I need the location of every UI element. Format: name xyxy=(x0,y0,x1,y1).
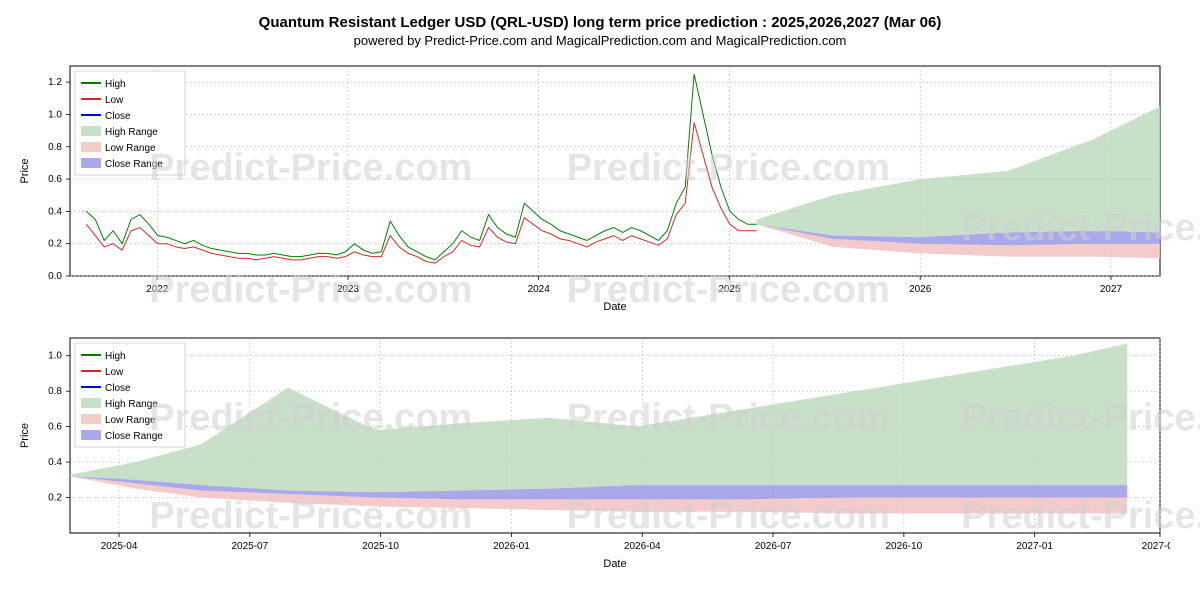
svg-text:2027: 2027 xyxy=(1100,284,1123,295)
svg-text:High: High xyxy=(105,79,126,90)
svg-text:0.2: 0.2 xyxy=(48,493,62,504)
chart-bottom-svg: 0.2 0.4 0.6 0.8 1.0 2025-04 2025-07 2025-10 2026… xyxy=(10,328,1170,573)
svg-text:Price: Price xyxy=(19,423,31,448)
svg-text:Close: Close xyxy=(105,111,131,122)
svg-text:Close Range: Close Range xyxy=(105,159,163,170)
svg-text:2025-04: 2025-04 xyxy=(101,541,138,552)
svg-text:2027-01: 2027-01 xyxy=(1016,541,1053,552)
svg-text:2026-01: 2026-01 xyxy=(493,541,530,552)
svg-text:Price: Price xyxy=(19,158,31,183)
svg-text:High Range: High Range xyxy=(105,127,158,138)
svg-text:0.6: 0.6 xyxy=(48,174,62,185)
svg-text:High: High xyxy=(105,351,126,362)
svg-text:2026-10: 2026-10 xyxy=(885,541,922,552)
svg-text:2022: 2022 xyxy=(146,284,169,295)
svg-text:0.6: 0.6 xyxy=(48,422,62,433)
chart-top-svg: 0.0 0.2 0.4 0.6 0.8 1.0 1.2 2022 2023 2024 2025 202… xyxy=(10,56,1170,316)
chart-bottom-container: 0.2 0.4 0.6 0.8 1.0 2025-04 2025-07 2025-10 2026… xyxy=(10,328,1190,573)
svg-text:Low Range: Low Range xyxy=(105,143,156,154)
svg-text:Close: Close xyxy=(105,383,131,394)
svg-text:1.0: 1.0 xyxy=(48,109,62,120)
chart-top-container: 0.0 0.2 0.4 0.6 0.8 1.0 1.2 2022 2023 2024 2025 202… xyxy=(10,56,1190,316)
svg-text:Low: Low xyxy=(105,367,124,378)
svg-text:2024: 2024 xyxy=(528,284,551,295)
svg-text:2026: 2026 xyxy=(909,284,932,295)
svg-text:0.4: 0.4 xyxy=(48,457,62,468)
svg-text:2026-07: 2026-07 xyxy=(755,541,792,552)
svg-text:2027-04: 2027-04 xyxy=(1142,541,1170,552)
svg-text:2025-07: 2025-07 xyxy=(231,541,268,552)
svg-text:0.4: 0.4 xyxy=(48,206,62,217)
chart-title: Quantum Resistant Ledger USD (QRL-USD) l… xyxy=(10,14,1190,31)
svg-text:0.0: 0.0 xyxy=(48,271,62,282)
svg-text:Close Range: Close Range xyxy=(105,431,163,442)
svg-text:0.8: 0.8 xyxy=(48,142,62,153)
svg-text:0.2: 0.2 xyxy=(48,239,62,250)
svg-text:1.0: 1.0 xyxy=(48,351,62,362)
svg-text:2023: 2023 xyxy=(337,284,360,295)
svg-text:High Range: High Range xyxy=(105,399,158,410)
svg-text:Low Range: Low Range xyxy=(105,415,156,426)
svg-text:Date: Date xyxy=(603,558,626,570)
svg-text:2025-10: 2025-10 xyxy=(362,541,399,552)
svg-text:2025: 2025 xyxy=(718,284,741,295)
svg-text:1.2: 1.2 xyxy=(48,77,62,88)
chart-subtitle: powered by Predict-Price.com and Magical… xyxy=(10,33,1190,48)
svg-text:Low: Low xyxy=(105,95,124,106)
svg-text:0.8: 0.8 xyxy=(48,386,62,397)
svg-text:Date: Date xyxy=(603,301,626,313)
svg-text:2026-04: 2026-04 xyxy=(624,541,661,552)
